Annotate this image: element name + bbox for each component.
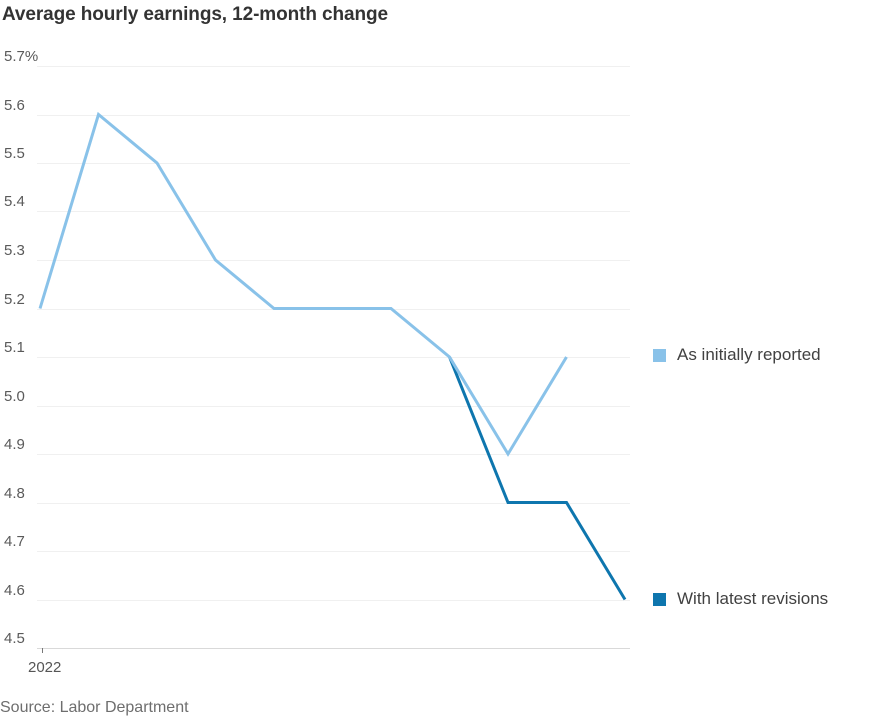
gridline-4.7 <box>37 551 630 552</box>
gridline-5.6 <box>37 115 630 116</box>
x-axis-label: 2022 <box>28 659 62 676</box>
y-axis-label: 4.6 <box>4 582 25 599</box>
legend-item-initial: As initially reported <box>653 345 821 365</box>
gridline-5.1 <box>37 357 630 358</box>
legend-item-revised: With latest revisions <box>653 589 828 609</box>
source-note: Source: Labor Department <box>0 699 189 716</box>
y-axis-label: 4.7 <box>4 533 25 550</box>
gridline-4.8 <box>37 503 630 504</box>
gridline-5.7 <box>37 66 630 67</box>
gridline-4.5 <box>37 648 630 649</box>
y-axis-label: 5.1 <box>4 339 25 356</box>
y-axis-label: 5.0 <box>4 388 25 405</box>
x-axis-tick <box>42 648 43 653</box>
y-axis-label: 5.6 <box>4 97 25 114</box>
gridline-5.3 <box>37 260 630 261</box>
y-axis-label: 5.5 <box>4 145 25 162</box>
y-axis-label: 4.5 <box>4 630 25 647</box>
gridline-4.9 <box>37 454 630 455</box>
y-axis-label: 5.2 <box>4 291 25 308</box>
legend-swatch-initial-icon <box>653 348 666 362</box>
y-axis-label: 5.3 <box>4 242 25 259</box>
y-axis-label: 5.7% <box>4 48 39 65</box>
series-line-initial <box>38 111 568 457</box>
series-line-revised <box>448 356 627 601</box>
y-axis-label: 5.4 <box>4 193 25 210</box>
legend-swatch-revised-icon <box>653 592 666 606</box>
y-axis-label: 4.8 <box>4 485 25 502</box>
y-axis-label: 4.9 <box>4 436 25 453</box>
legend-label-initial: As initially reported <box>677 345 821 364</box>
gridline-5.4 <box>37 211 630 212</box>
gridline-4.6 <box>37 600 630 601</box>
page-title: Average hourly earnings, 12-month change <box>2 4 388 25</box>
legend-label-revised: With latest revisions <box>677 589 829 608</box>
gridline-5.5 <box>37 163 630 164</box>
gridline-5.0 <box>37 406 630 407</box>
